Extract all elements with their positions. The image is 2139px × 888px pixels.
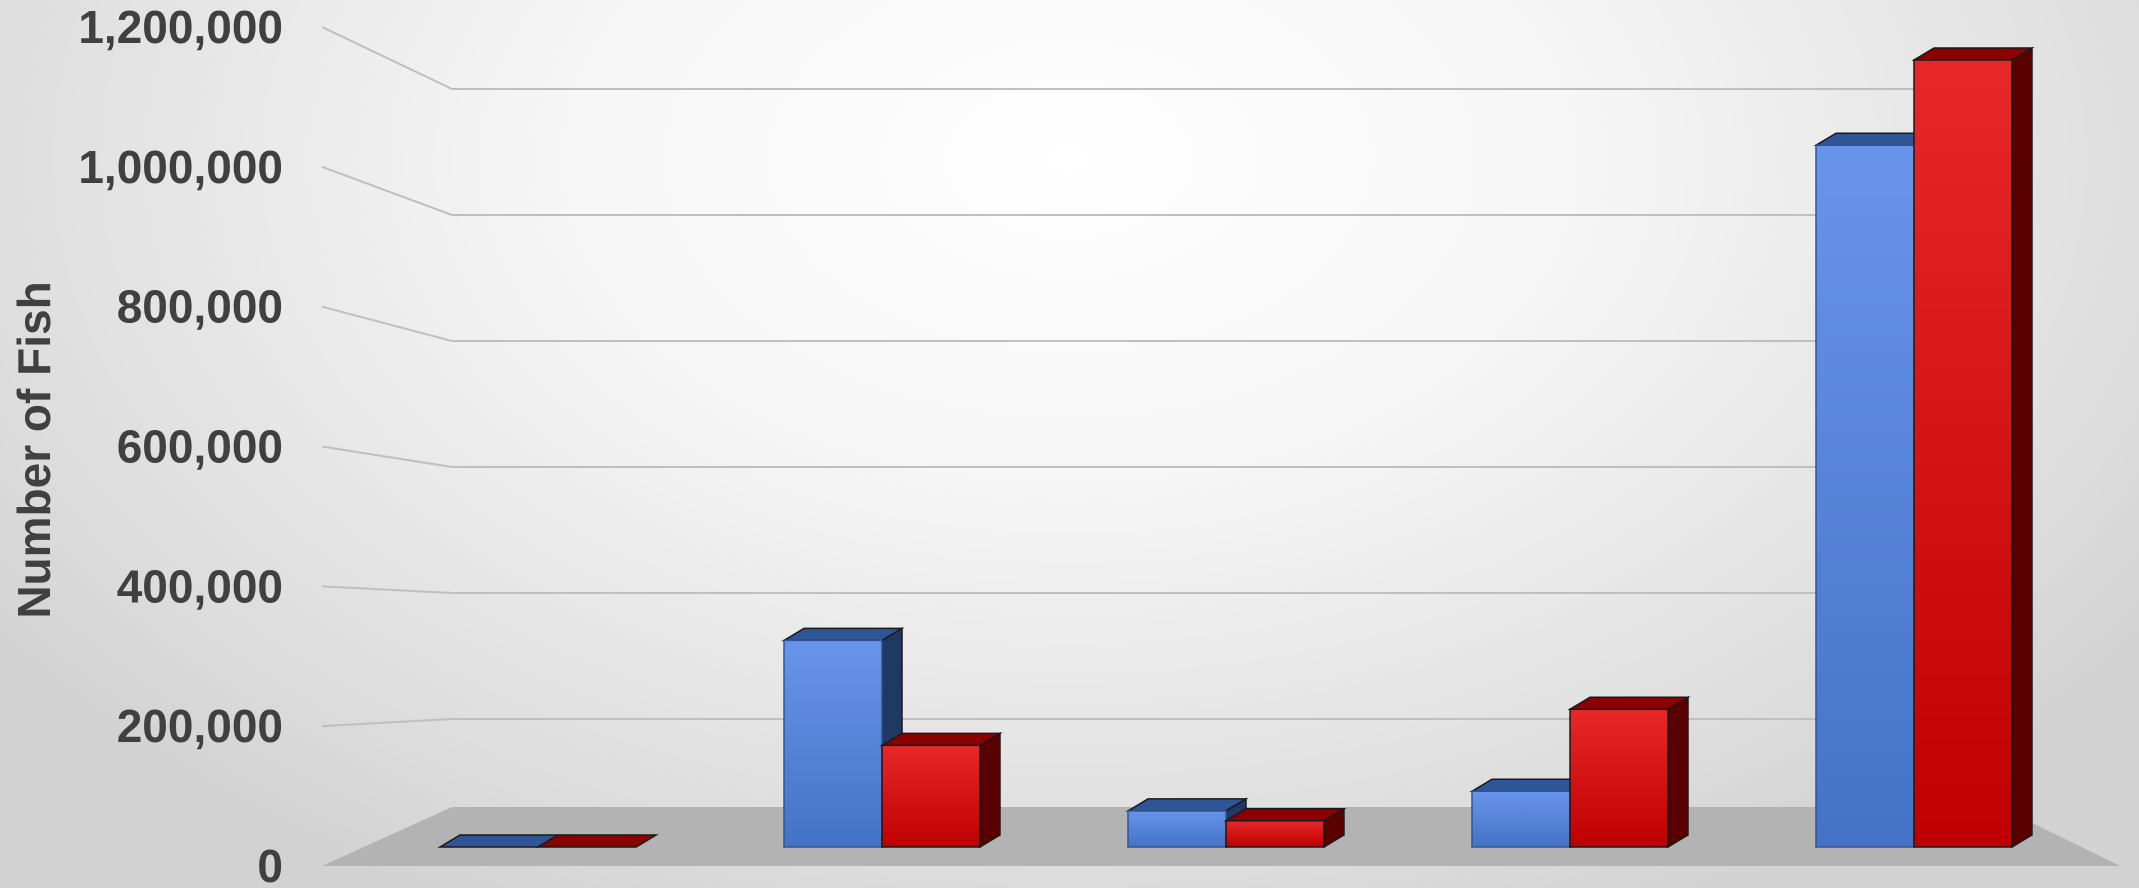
gridline-side: [321, 165, 453, 216]
gridline-side: [321, 445, 453, 468]
bar-series-2-category-2: [879, 732, 1003, 849]
bars: [437, 46, 2035, 849]
gridline-side: [321, 718, 453, 728]
y-tick-label: 200,000: [117, 700, 283, 752]
gridlines: [321, 26, 2000, 728]
y-tick-label: 400,000: [117, 560, 283, 612]
y-axis-tick-labels: 0 200,000 400,000 600,000 800,000 1,000,000 1,…: [78, 1, 283, 888]
y-tick-label: 800,000: [117, 281, 283, 333]
y-tick-label: 1,000,000: [78, 141, 283, 193]
y-tick-label: 1,200,000: [78, 1, 283, 53]
y-tick-label: 0: [257, 840, 283, 888]
bar-series-2-category-3: [1223, 807, 1347, 849]
gridline-side: [321, 305, 453, 342]
bar-series-1-category-2: [781, 627, 905, 849]
gridline-side: [321, 585, 453, 594]
gridline-side: [321, 26, 453, 90]
bar-series-2-category-5: [1911, 46, 2035, 849]
y-axis-title: Number of Fish: [8, 281, 60, 618]
bar-series-2-category-1: [535, 834, 659, 848]
y-tick-label: 600,000: [117, 421, 283, 473]
bar-series-2-category-4: [1567, 695, 1691, 849]
